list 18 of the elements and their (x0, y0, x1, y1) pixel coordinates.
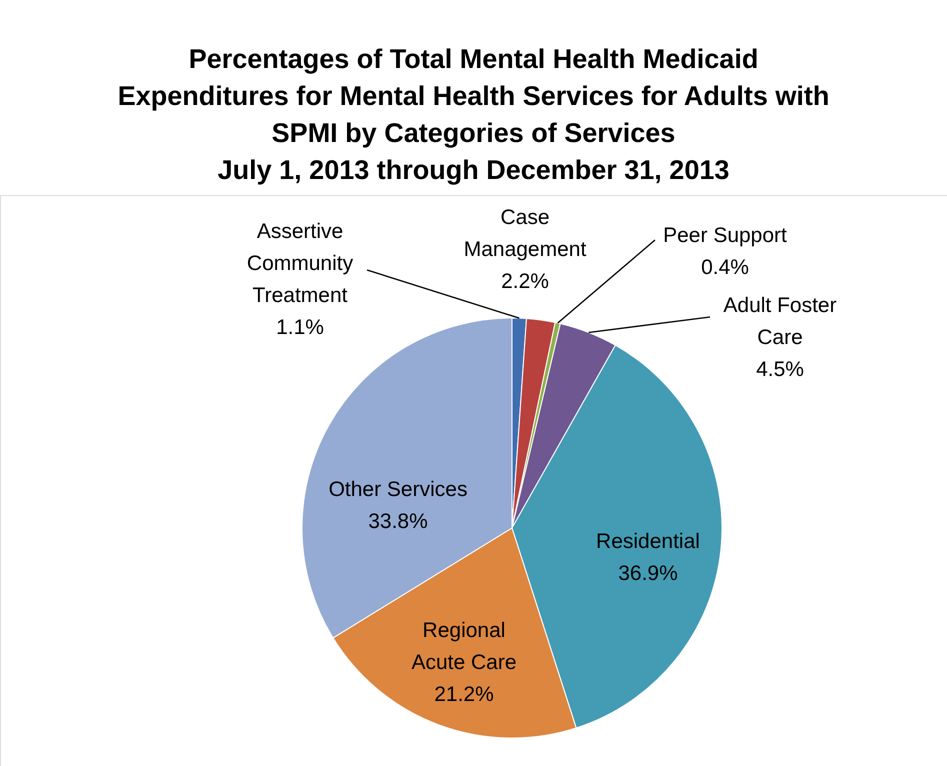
slice-label: Peer Support (663, 224, 788, 247)
slice-label: Adult Foster Care (723, 294, 837, 349)
data-label: 1.1% (276, 316, 324, 339)
text: July 1, 2013 through December 31, 2013 (218, 155, 730, 185)
slice-label: Residential (596, 530, 700, 553)
data-label: 21.2% (434, 683, 494, 706)
data-label: 4.5% (756, 358, 804, 381)
data-label: 0.4% (701, 256, 749, 279)
slice-label: Regional Acute Care (411, 619, 517, 674)
slice-label: Case Management (464, 206, 586, 261)
text: SPMI by Categories of Services (272, 118, 676, 148)
data-label: 2.2% (501, 270, 549, 293)
slice-label: Assertive Community Treatment (246, 220, 354, 307)
data-label: 33.8% (368, 510, 428, 533)
text: Percentages of Total Mental Health Medicaid (188, 44, 758, 74)
text: Expenditures for Mental Health Services for Adults with (118, 81, 830, 111)
data-label: 36.9% (618, 562, 678, 585)
slice-label: Other Services (328, 478, 468, 501)
